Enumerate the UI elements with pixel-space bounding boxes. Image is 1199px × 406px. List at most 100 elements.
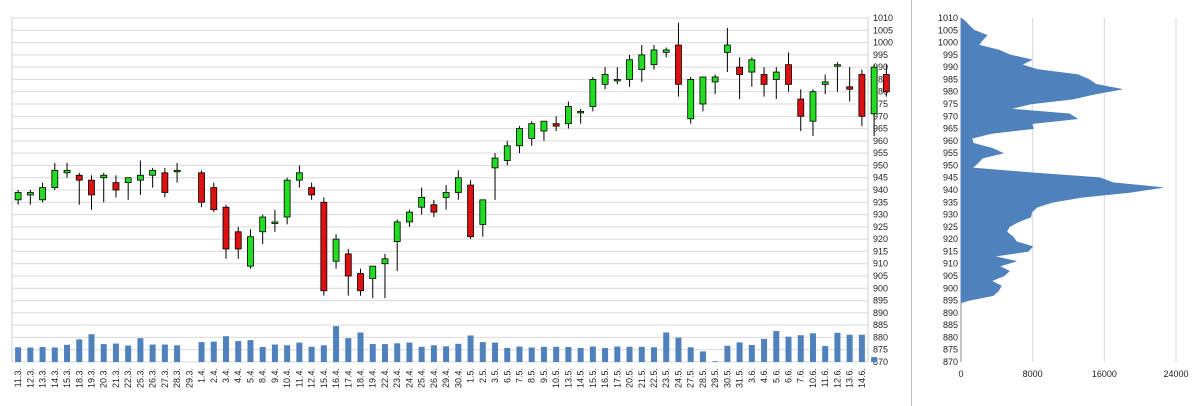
volume-bar — [27, 347, 34, 362]
x-tick-label: 5.6. — [771, 368, 781, 383]
candle-body — [565, 106, 572, 125]
x-tick-label: 10.4. — [282, 368, 292, 388]
y-tick-label: 945 — [873, 173, 888, 183]
profile-y-tick-label: 990 — [943, 62, 958, 72]
x-tick-label: 15.4. — [319, 368, 329, 388]
x-tick-label: 30.5. — [722, 368, 732, 388]
x-tick-label: 3.4. — [221, 368, 231, 383]
y-tick-label: 920 — [873, 234, 888, 244]
x-tick-label: 24.4. — [404, 368, 414, 388]
candle-body — [283, 179, 291, 218]
candle-body — [406, 211, 413, 223]
candle-body — [454, 177, 462, 193]
x-tick-label: 27.5. — [686, 368, 696, 388]
candle-body — [516, 128, 523, 147]
volume-bar — [699, 351, 706, 362]
candle-body — [467, 184, 474, 238]
profile-y-tick-label: 905 — [943, 271, 958, 281]
y-tick-label: 875 — [873, 345, 888, 355]
profile-y-tick-label: 985 — [943, 74, 958, 84]
y-tick-label: 1000 — [873, 38, 893, 48]
profile-y-tick-label: 960 — [943, 136, 958, 146]
candle-body — [626, 59, 633, 80]
profile-y-tick-label: 925 — [943, 222, 958, 232]
profile-area — [960, 17, 1163, 304]
volume-bar — [418, 346, 425, 362]
x-tick-label: 4.4. — [233, 368, 243, 383]
y-tick-label: 985 — [873, 74, 888, 84]
candle-body — [259, 216, 267, 233]
volume-bar — [809, 333, 816, 362]
candle-body — [271, 221, 279, 224]
profile-y-tick-label: 875 — [943, 345, 958, 355]
x-tick-label: 28.5. — [698, 368, 708, 388]
candle-body — [870, 66, 878, 115]
volume-bar — [64, 344, 71, 362]
candle-body — [613, 79, 621, 82]
candle-body — [638, 54, 646, 71]
candle-body — [430, 204, 438, 213]
candle-body — [760, 74, 768, 85]
volume-bar — [443, 346, 450, 362]
volume-bar — [15, 347, 22, 362]
x-tick-label: 7.6. — [796, 368, 806, 383]
volume-bar — [430, 345, 437, 362]
candle-body — [540, 120, 548, 132]
volume-bar — [479, 342, 486, 362]
x-tick-label: 14.6. — [857, 368, 867, 388]
y-tick-label: 895 — [873, 296, 888, 306]
y-tick-label: 910 — [873, 259, 888, 269]
x-tick-label: 8.5. — [527, 368, 537, 383]
volume-bar — [602, 347, 609, 362]
x-tick-label: 12.6. — [832, 368, 842, 388]
volume-bar — [137, 338, 144, 362]
volume-bar — [39, 347, 46, 362]
volume-bar — [553, 346, 560, 362]
x-tick-label: 18.4. — [356, 368, 366, 388]
x-tick-label: 6.5. — [502, 368, 512, 383]
x-tick-label: 9.5. — [539, 368, 549, 383]
candle-body — [809, 91, 817, 122]
volume-bar — [626, 346, 633, 362]
volume-bar — [651, 347, 657, 362]
candle-body — [112, 182, 120, 191]
candle-body — [503, 145, 511, 161]
volume-bar — [858, 334, 865, 362]
volume-bar — [100, 344, 107, 362]
candle-body — [528, 123, 536, 139]
volume-bar — [614, 346, 621, 362]
candle-body — [834, 64, 841, 67]
candle-body — [369, 265, 377, 279]
x-tick-label: 25.4. — [417, 368, 427, 388]
x-tick-label: 24.5. — [673, 368, 683, 388]
profile-y-tick-label: 935 — [943, 197, 958, 207]
candle-body — [247, 236, 254, 267]
candle-body — [332, 238, 340, 262]
x-tick-label: 18.3. — [74, 368, 84, 388]
x-tick-label: 2.5. — [478, 368, 488, 383]
volume-bar — [773, 331, 780, 362]
candle-body — [320, 201, 328, 292]
profile-y-tick-label: 970 — [943, 111, 958, 121]
x-tick-label: 7.5. — [514, 368, 524, 383]
panel-separator — [911, 0, 912, 406]
y-tick-label: 880 — [873, 332, 888, 342]
volume-bar — [394, 343, 401, 362]
volume-bar — [724, 345, 731, 362]
y-tick-label: 890 — [873, 308, 888, 318]
x-tick-label: 17.4. — [343, 368, 353, 388]
y-tick-label: 915 — [873, 246, 888, 256]
volume-bar — [663, 332, 670, 362]
y-tick-label: 950 — [873, 160, 888, 170]
candle-body — [100, 174, 108, 179]
volume-bar — [320, 345, 327, 362]
profile-y-tick-label: 1000 — [938, 38, 958, 48]
volume-bar — [406, 342, 413, 362]
x-tick-label: 5.4. — [245, 368, 255, 383]
x-tick-label: 25.3. — [135, 368, 145, 388]
candle-body — [821, 81, 829, 85]
volume-bar — [834, 332, 841, 362]
x-tick-label: 22.5. — [649, 368, 659, 388]
candle-body — [442, 192, 450, 198]
